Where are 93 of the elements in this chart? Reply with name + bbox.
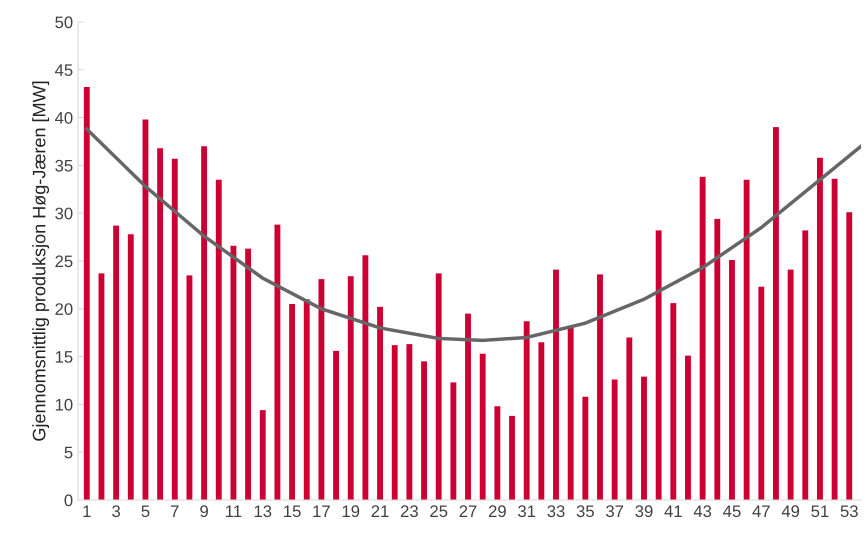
x-tick-label: 43 [694,505,712,518]
bar [480,354,486,500]
x-tick-label: 3 [112,505,120,518]
bar [582,396,588,500]
bar [538,342,544,500]
bar [465,314,471,500]
bar [274,224,280,500]
bar [245,248,252,500]
x-tick-label: 15 [284,505,301,518]
bar [568,328,574,500]
bar [230,246,236,500]
bar [597,274,603,500]
bar [509,416,515,500]
x-tick-label: 23 [400,505,418,518]
bar [157,148,164,500]
bar [832,178,838,500]
x-tick-label: 33 [547,505,565,518]
bar [392,345,398,500]
y-tick-label: 30 [55,208,72,220]
y-tick-label: 15 [56,351,72,363]
bar [553,270,559,500]
bar [304,299,310,500]
x-tick-label: 53 [840,505,858,518]
bar [524,321,530,500]
bar [201,146,208,500]
x-tick-label: 5 [141,505,150,518]
bar [128,234,134,500]
bar [406,344,412,500]
bar [758,286,764,500]
bar [113,226,120,500]
bar [744,180,750,500]
x-tick-label: 41 [664,505,682,517]
bar [333,350,339,500]
y-tick-label: 25 [55,255,72,268]
x-tick-label: 11 [226,505,242,517]
bar [802,230,808,500]
y-tick-label: 20 [55,303,72,316]
bar [612,380,618,500]
bar [362,255,368,500]
bar [172,158,178,500]
bar [98,273,104,500]
line-series [85,127,861,342]
x-tick-label: 25 [430,505,448,518]
x-tick-label: 21 [372,505,389,517]
bar [377,306,383,500]
y-tick-label: 50 [55,16,72,28]
bar [700,176,706,500]
x-tick-label: 45 [723,505,741,518]
bar [626,337,632,500]
x-tick-label: 19 [342,505,360,518]
x-tick-label: 7 [170,505,179,517]
x-tick-label: 13 [254,505,272,518]
x-tick-label: 17 [313,505,330,517]
y-tick-label: 45 [54,64,72,76]
bar [494,406,500,500]
y-tick-label: 0 [64,494,72,506]
bar [84,87,90,500]
bar [436,273,442,500]
bar [729,260,735,500]
bar [318,279,324,500]
bar [773,127,779,500]
bar [641,376,647,500]
x-tick-label: 29 [488,505,506,518]
bar [289,304,296,500]
x-tick-label: 35 [576,505,594,518]
x-tick-label: 39 [635,505,652,518]
y-tick-label: 10 [56,398,72,411]
x-tick-label: 47 [752,505,770,517]
bar [216,180,222,500]
bar [685,356,691,500]
bar [817,158,823,500]
bar [846,212,852,500]
bar [788,270,794,500]
x-tick-label: 49 [782,505,800,518]
x-tick-label: 27 [460,505,476,517]
bar [670,303,676,500]
bar [348,276,354,500]
bar [450,382,456,500]
x-tick-label: 9 [200,505,208,518]
bar [260,410,266,500]
bar [142,120,148,500]
y-tick-label: 5 [64,446,72,458]
x-tick-label: 1 [83,505,91,517]
bar [421,361,427,500]
x-tick-label: 31 [518,505,536,518]
x-tick-label: 37 [606,505,624,518]
y-tick-label: 35 [55,160,72,172]
bar [714,218,720,500]
y-axis-title: Gjennomsnittlig produksjon Høg-Jæren [MW] [32,82,50,441]
y-tick-label: 40 [54,112,72,124]
bar [186,275,192,500]
bar [656,230,662,500]
x-tick-label: 51 [811,505,828,518]
